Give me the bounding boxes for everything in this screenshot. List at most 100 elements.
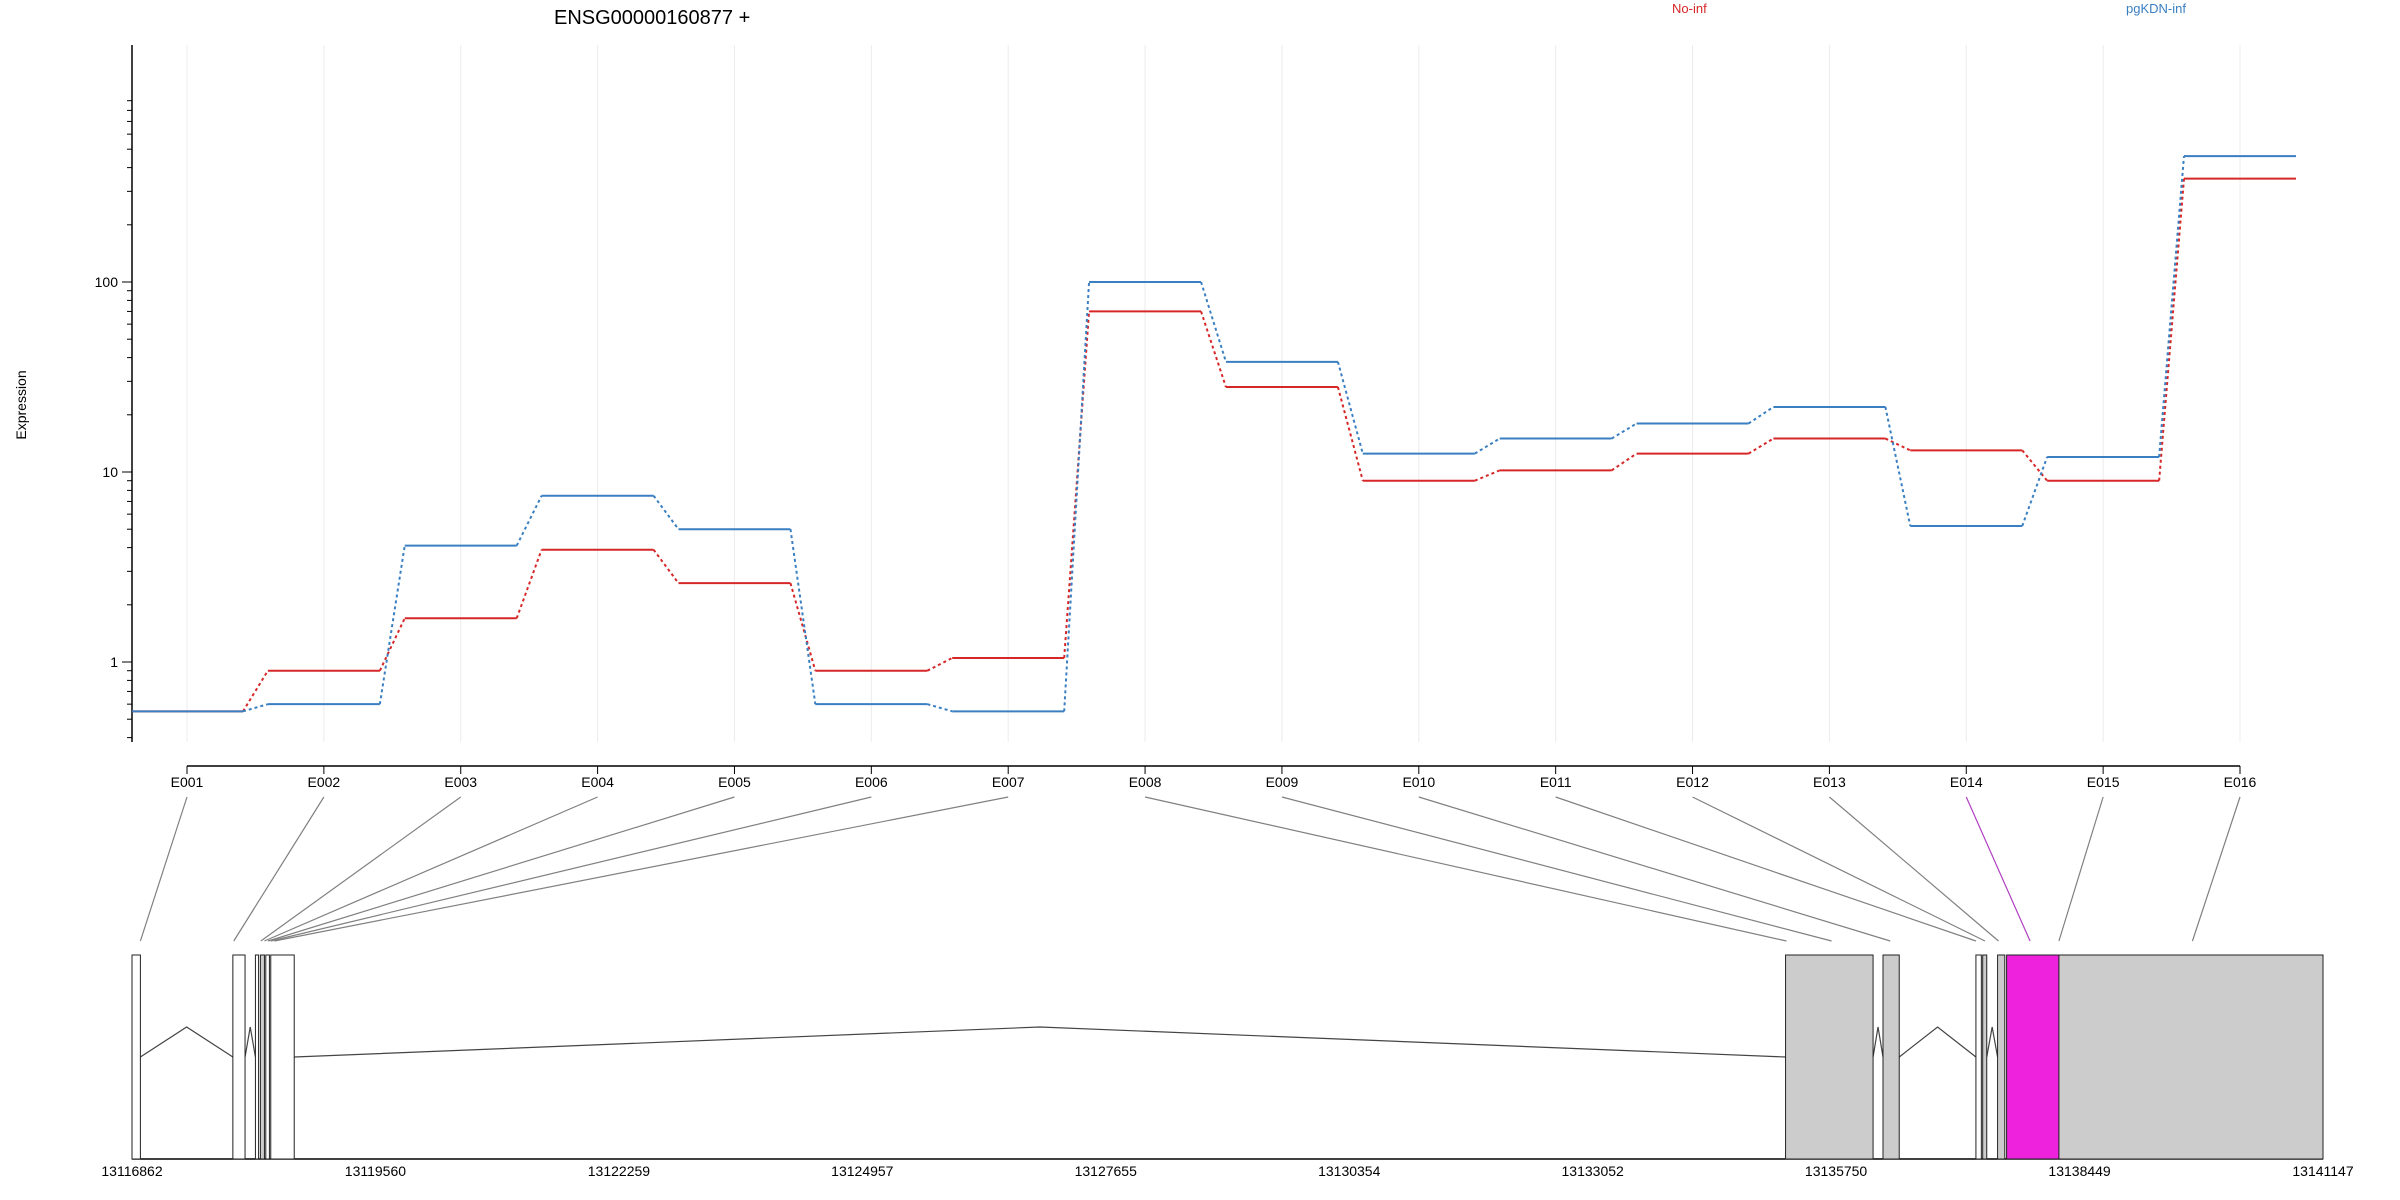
coordinate-label: 13124957 bbox=[831, 1163, 894, 1179]
series-no-inf bbox=[132, 177, 2296, 713]
exon-box bbox=[1997, 954, 2006, 1160]
x-tick-label: E007 bbox=[992, 774, 1025, 790]
x-tick-label: E011 bbox=[1540, 774, 1572, 790]
expression-transition-segment bbox=[652, 495, 680, 530]
intron-line bbox=[244, 1026, 257, 1058]
x-tick-label: E013 bbox=[1813, 774, 1846, 790]
expression-transition-segment bbox=[1336, 361, 1364, 454]
expression-transition-segment bbox=[1611, 422, 1638, 440]
intron-line bbox=[140, 1026, 234, 1058]
exon-box bbox=[232, 954, 246, 1160]
coordinate-label: 13138449 bbox=[2048, 1163, 2111, 1179]
expression-transition-segment bbox=[2158, 178, 2185, 481]
coordinate-label: 13127655 bbox=[1075, 1163, 1138, 1179]
coordinate-label: 13122259 bbox=[588, 1163, 651, 1179]
exon-box bbox=[131, 954, 141, 1160]
series-pgkdn-inf bbox=[132, 155, 2296, 713]
coordinate-label: 13130354 bbox=[1318, 1163, 1381, 1179]
x-tick-label: E012 bbox=[1676, 774, 1709, 790]
exon-box bbox=[259, 954, 265, 1160]
x-tick-label: E016 bbox=[2224, 774, 2257, 790]
intron-line bbox=[1898, 1026, 1977, 1058]
exon-connector bbox=[1555, 796, 1977, 942]
x-tick-label: E003 bbox=[444, 774, 477, 790]
intron-line bbox=[1872, 1026, 1884, 1058]
legend-label-no-inf: No-inf bbox=[1672, 1, 1707, 16]
expression-transition-segment bbox=[1884, 406, 1912, 527]
exon-box bbox=[2058, 954, 2324, 1160]
exon-connector bbox=[1692, 796, 1986, 942]
exon-connector bbox=[260, 796, 462, 942]
expression-transition-segment bbox=[515, 549, 543, 619]
coordinate-label: 13119560 bbox=[345, 1163, 406, 1179]
expression-transition-segment bbox=[1200, 281, 1227, 363]
expression-transition-segment bbox=[515, 495, 543, 547]
highlighted-exon bbox=[2006, 954, 2060, 1160]
exon-box bbox=[265, 954, 270, 1160]
expression-transition-segment bbox=[1884, 437, 1911, 452]
intron-line bbox=[1986, 1026, 1999, 1058]
expression-transition-segment bbox=[378, 545, 406, 705]
expression-transition-segment bbox=[1474, 437, 1501, 455]
x-tick-label: E014 bbox=[1950, 774, 1983, 790]
series-lines bbox=[132, 155, 2296, 713]
expression-transition-segment bbox=[1748, 437, 1774, 455]
legend-label-pgkdn-inf: pgKDN-inf bbox=[2126, 1, 2186, 16]
coordinate-label: 13116862 bbox=[101, 1163, 162, 1179]
y-tick-label: 1 bbox=[110, 654, 118, 670]
exon-connector bbox=[2191, 796, 2241, 942]
coordinate-label: 13133052 bbox=[1562, 1163, 1625, 1179]
y-tick-label: 100 bbox=[95, 274, 119, 290]
axes: 1 10 100 E001 E002 E003 E004 E005 E006 E007 E008 E0… bbox=[95, 45, 2257, 790]
expression-transition-segment bbox=[789, 582, 817, 671]
exon-connector bbox=[139, 796, 188, 942]
y-tick-label: 10 bbox=[102, 464, 118, 480]
exon-box bbox=[254, 954, 260, 1160]
exon-connector bbox=[1418, 796, 1891, 942]
exon-connector bbox=[1965, 796, 2031, 942]
x-tick-label: E008 bbox=[1129, 774, 1162, 790]
gene-model bbox=[131, 954, 2324, 1160]
x-tick-label: E010 bbox=[1402, 774, 1435, 790]
expression-transition-segment bbox=[1747, 406, 1774, 425]
coordinate-label: 13135750 bbox=[1805, 1163, 1868, 1179]
exon-box bbox=[1785, 954, 1874, 1160]
x-tick-label: E002 bbox=[308, 774, 341, 790]
exon-box bbox=[1882, 954, 1900, 1160]
exon-connector bbox=[264, 796, 598, 942]
expression-transition-segment bbox=[1474, 469, 1501, 482]
expression-transition-segment bbox=[378, 617, 406, 672]
y-axis-label: Expression bbox=[13, 370, 29, 439]
expression-transition-segment bbox=[926, 657, 953, 672]
x-tick-label: E001 bbox=[171, 774, 204, 790]
expression-transition-segment bbox=[1611, 452, 1638, 472]
expression-transition-segment bbox=[1200, 311, 1227, 388]
expression-transition-segment bbox=[1063, 281, 1091, 712]
exon-connector bbox=[2058, 796, 2104, 942]
expression-transition-segment bbox=[2021, 456, 2049, 527]
intron-line bbox=[294, 1026, 1786, 1058]
exon-box bbox=[270, 954, 295, 1160]
exon-connector bbox=[270, 796, 872, 942]
exon-connector bbox=[1829, 796, 1999, 942]
exon-box bbox=[1975, 954, 1982, 1160]
exon-connector bbox=[233, 796, 325, 942]
exon-connector bbox=[1281, 796, 1832, 942]
exon-connector bbox=[267, 796, 735, 942]
exon-connector bbox=[274, 796, 1009, 942]
expression-transition-segment bbox=[927, 703, 953, 713]
gridlines bbox=[186, 45, 2241, 742]
coordinate-label: 13141147 bbox=[2292, 1163, 2353, 1179]
expression-transition-segment bbox=[2158, 155, 2185, 458]
x-tick-label: E009 bbox=[1266, 774, 1299, 790]
x-tick-label: E005 bbox=[718, 774, 751, 790]
genomic-coordinates: 13116862 13119560 13122259 13124957 13127655… bbox=[101, 1163, 2353, 1179]
exon-box bbox=[1982, 954, 1988, 1160]
exon-connector bbox=[1144, 796, 1787, 942]
x-tick-label: E004 bbox=[581, 774, 614, 790]
expression-transition-segment bbox=[1336, 386, 1364, 481]
x-tick-label: E006 bbox=[855, 774, 888, 790]
x-tick-label: E015 bbox=[2087, 774, 2120, 790]
expression-transition-segment bbox=[2021, 449, 2048, 482]
